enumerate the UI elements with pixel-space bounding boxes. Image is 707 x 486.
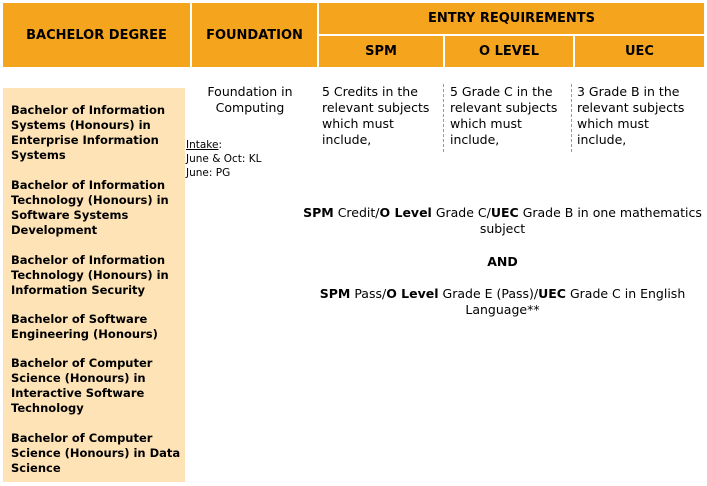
requirement-o-level: 5 Grade C in the relevant subjects which… xyxy=(450,84,558,147)
math-requirement: SPM Credit/O Level Grade C/UEC Grade B i… xyxy=(303,205,702,236)
header-uec: UEC xyxy=(575,36,704,67)
header-foundation: FOUNDATION xyxy=(192,3,317,67)
and-separator: AND xyxy=(487,254,518,269)
degree-list: Bachelor of Information Systems (Honours… xyxy=(3,88,185,482)
degree-item: Bachelor of Software Engineering (Honour… xyxy=(11,312,158,341)
requirement-spm: 5 Credits in the relevant subjects which… xyxy=(322,84,430,147)
foundation-program: Foundation in Computing xyxy=(207,84,293,115)
degree-item: Bachelor of Computer Science (Honours) i… xyxy=(11,431,181,475)
degree-item: Bachelor of Computer Science (Honours) i… xyxy=(11,356,153,415)
header-spm: SPM xyxy=(319,36,443,67)
degree-item: Bachelor of Information Technology (Hono… xyxy=(11,253,169,297)
header-bachelor-degree: BACHELOR DEGREE xyxy=(3,3,190,67)
foundation-intake: Intake: June & Oct: KL June: PG xyxy=(186,138,262,180)
column-divider xyxy=(443,84,444,152)
intake-colon: : xyxy=(218,139,223,151)
degree-item: Bachelor of Information Technology (Hono… xyxy=(11,178,169,237)
intake-pg: June: PG xyxy=(186,167,231,179)
column-divider xyxy=(571,84,572,152)
header-entry-requirements: ENTRY REQUIREMENTS xyxy=(319,3,704,34)
degree-item: Bachelor of Information Systems (Honours… xyxy=(11,103,166,162)
english-requirement: SPM Pass/O Level Grade E (Pass)/UEC Grad… xyxy=(319,286,686,317)
header-o-level: O LEVEL xyxy=(445,36,573,67)
requirement-uec: 3 Grade B in the relevant subjects which… xyxy=(577,84,685,147)
intake-label: Intake xyxy=(186,139,219,151)
intake-kl: June & Oct: KL xyxy=(186,153,262,165)
